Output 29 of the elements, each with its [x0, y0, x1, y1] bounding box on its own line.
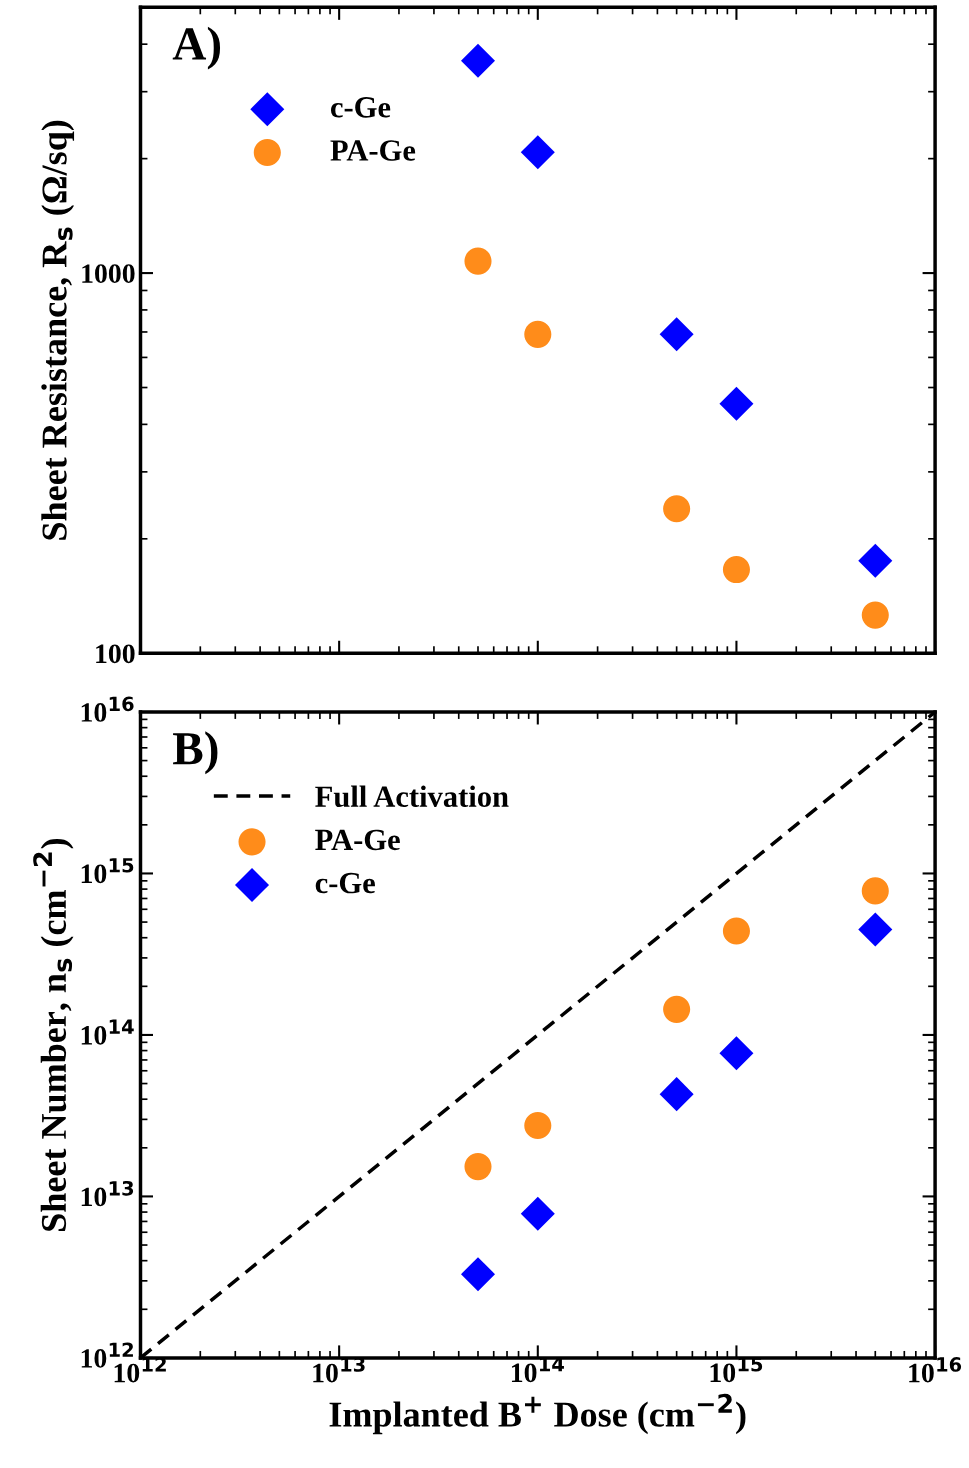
point — [861, 601, 889, 629]
annotation: A) — [172, 26, 221, 70]
legend-label: PA-Ge — [315, 829, 400, 851]
legend-label: Full Activation — [315, 785, 509, 808]
point — [659, 1077, 694, 1112]
point — [858, 543, 893, 578]
x-tick-label: 10$^{16}$ — [909, 1357, 962, 1383]
point — [464, 247, 492, 275]
y-axis-title: Sheet Resistance, R$_{s}$ (Ω/sq) — [41, 120, 75, 540]
point — [861, 877, 889, 905]
point — [663, 995, 691, 1023]
y-axis-title: Sheet Number, n$_{s}$ (cm$^{−2}$) — [33, 838, 74, 1231]
legend-label: PA-Ge — [330, 140, 416, 161]
y-tick-label: 10$^{15}$ — [81, 858, 134, 884]
legend-label: c-Ge — [331, 97, 391, 118]
x-axis-title: Implanted B$^{+}$ Dose (cm$^{−2}$) — [329, 1393, 746, 1435]
point — [464, 1153, 492, 1181]
point — [858, 912, 893, 947]
point — [460, 43, 496, 78]
point — [663, 495, 691, 523]
y-tick-label: 10$^{13}$ — [81, 1180, 134, 1207]
y-tick-label: 1000 — [82, 264, 135, 283]
point — [460, 1257, 496, 1292]
legend-label: c-Ge — [315, 872, 375, 894]
y-tick-label: 10$^{16}$ — [81, 696, 134, 722]
y-tick-label: 100 — [96, 644, 135, 664]
point — [659, 317, 694, 352]
annotation: B) — [173, 731, 218, 775]
y-tick-label: 10$^{14}$ — [81, 1019, 134, 1045]
